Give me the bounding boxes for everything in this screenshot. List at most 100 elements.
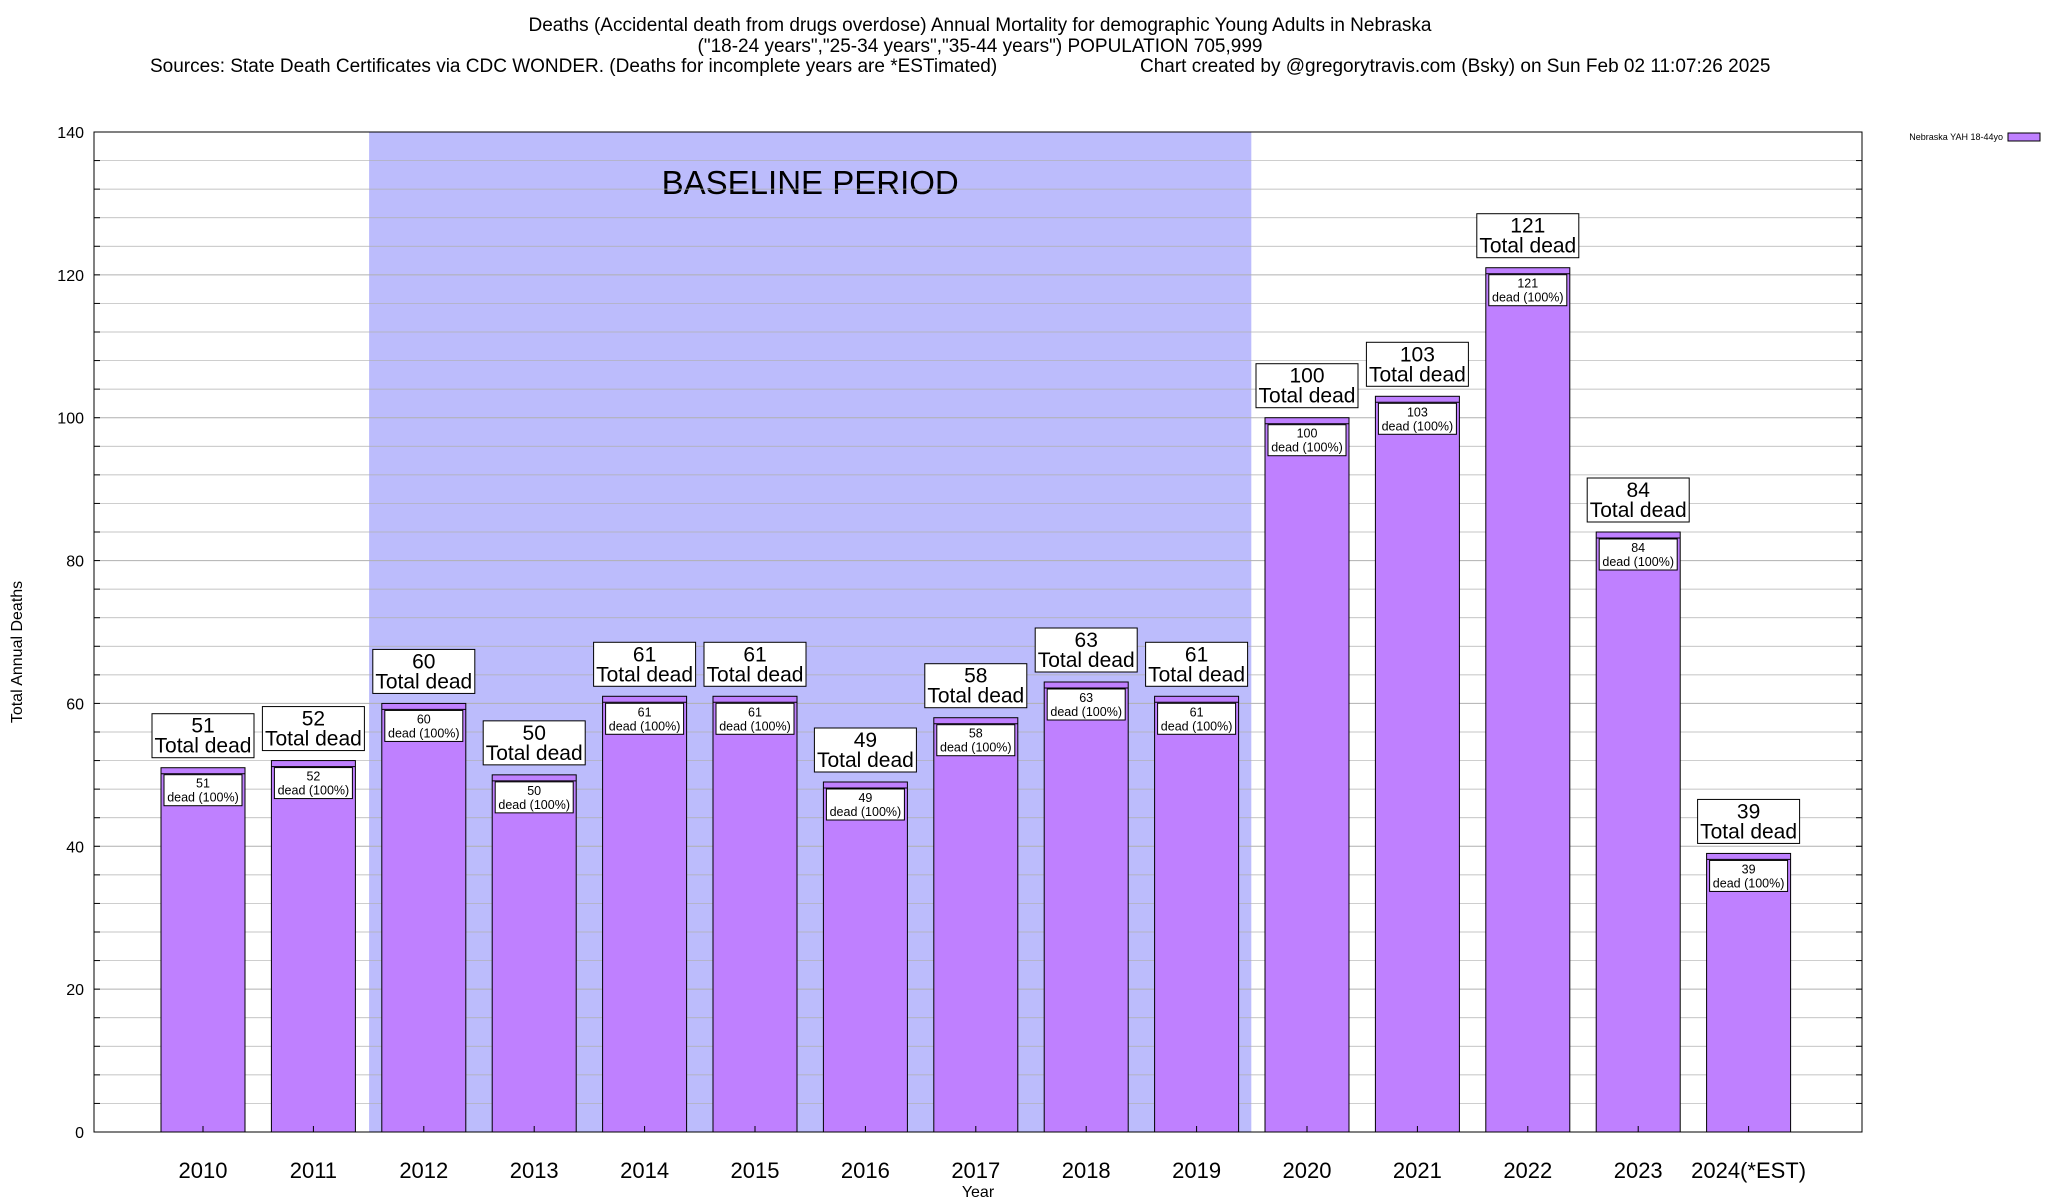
inner-label-box <box>1157 702 1237 735</box>
total-label-value: 61 <box>633 643 656 666</box>
total-label-box <box>593 641 697 687</box>
y-tick-label: 140 <box>57 125 84 142</box>
total-label-box <box>151 713 255 759</box>
total-label-box <box>1255 363 1359 409</box>
inner-label-text: dead (100%) <box>830 805 902 819</box>
inner-label-box <box>163 774 243 807</box>
bar-2011 <box>270 760 356 1133</box>
total-label-box <box>924 663 1028 709</box>
total-label-box <box>813 727 917 773</box>
total-label-value: 60 <box>412 650 435 673</box>
inner-label-value: 100 <box>1297 427 1318 441</box>
inner-label-value: 63 <box>1079 691 1093 705</box>
total-label-text: Total dead <box>1038 649 1135 672</box>
inner-label-text: dead (100%) <box>1271 441 1343 455</box>
y-tick-label: 0 <box>75 1125 84 1142</box>
total-label-box <box>1365 341 1469 387</box>
inner-label-box <box>384 709 464 742</box>
inner-label-box <box>273 767 353 800</box>
inner-label-box <box>1598 538 1678 571</box>
total-label-value: 51 <box>191 715 214 738</box>
total-label-text: Total dead <box>1590 499 1687 522</box>
x-tick-label: 2019 <box>1172 1158 1221 1183</box>
inner-label-text: dead (100%) <box>1382 419 1454 433</box>
inner-label-box <box>936 724 1016 757</box>
y-tick-label: 60 <box>66 696 84 713</box>
bar-2014 <box>602 695 688 1133</box>
bar-2012 <box>381 702 467 1133</box>
total-label-value: 52 <box>302 708 325 731</box>
chart-title: Deaths (Accidental death from drugs over… <box>150 15 1770 77</box>
inner-label-value: 60 <box>417 712 431 726</box>
total-label-text: Total dead <box>927 685 1024 708</box>
x-tick-label: 2022 <box>1503 1158 1552 1183</box>
x-tick-label: 2016 <box>841 1158 890 1183</box>
inner-label-value: 58 <box>969 727 983 741</box>
total-label-value: 100 <box>1289 365 1324 388</box>
x-tick-label: 2021 <box>1393 1158 1442 1183</box>
inner-label-value: 51 <box>196 777 210 791</box>
title-line-2: ("18-24 years","25-34 years","35-44 year… <box>698 36 1263 57</box>
total-label-value: 61 <box>1185 643 1208 666</box>
inner-label-text: dead (100%) <box>167 791 239 805</box>
bar-2010 <box>160 767 246 1133</box>
x-tick-label: 2024(*EST) <box>1691 1158 1806 1183</box>
total-label-text: Total dead <box>707 663 804 686</box>
total-label-text: Total dead <box>486 742 583 765</box>
inner-label-box <box>715 702 795 735</box>
inner-label-value: 61 <box>638 705 652 719</box>
y-tick-label: 40 <box>66 839 84 856</box>
bar-2022 <box>1485 267 1571 1133</box>
x-tick-label: 2011 <box>290 1158 337 1183</box>
total-label-value: 61 <box>743 643 766 666</box>
x-tick-label: 2015 <box>731 1158 780 1183</box>
total-label-text: Total dead <box>1369 363 1466 386</box>
bar-2018 <box>1043 681 1129 1133</box>
inner-label-box <box>1377 402 1457 435</box>
total-label-box <box>703 641 807 687</box>
inner-label-box <box>1267 424 1347 457</box>
inner-label-text: dead (100%) <box>609 719 681 733</box>
inner-label-text: dead (100%) <box>1713 876 1785 890</box>
bar-2013 <box>491 774 577 1133</box>
total-label-box <box>372 648 476 694</box>
x-tick-label: 2010 <box>179 1158 228 1183</box>
inner-label-text: dead (100%) <box>719 719 791 733</box>
inner-label-box <box>605 702 685 735</box>
total-label-value: 103 <box>1400 343 1435 366</box>
total-label-value: 50 <box>523 722 546 745</box>
total-label-box <box>1586 477 1690 523</box>
bar-2015 <box>712 695 798 1133</box>
inner-label-text: dead (100%) <box>940 741 1012 755</box>
inner-label-value: 50 <box>527 784 541 798</box>
total-label-text: Total dead <box>1700 820 1797 843</box>
inner-label-text: dead (100%) <box>1492 291 1564 305</box>
total-label-text: Total dead <box>265 728 362 751</box>
total-label-box <box>1697 798 1801 844</box>
bar-2020 <box>1264 417 1350 1133</box>
y-tick-label: 120 <box>57 268 84 285</box>
total-label-text: Total dead <box>1479 235 1576 258</box>
x-tick-label: 2014 <box>620 1158 669 1183</box>
inner-label-value: 103 <box>1407 405 1428 419</box>
total-label-text: Total dead <box>155 735 252 758</box>
inner-label-value: 61 <box>1190 705 1204 719</box>
x-tick-label: 2012 <box>399 1158 448 1183</box>
inner-label-box <box>1488 274 1568 307</box>
inner-label-value: 61 <box>748 705 762 719</box>
total-label-box <box>482 720 586 766</box>
inner-label-text: dead (100%) <box>498 798 570 812</box>
title-credit: Chart created by @gregorytravis.com (Bsk… <box>1140 56 1770 77</box>
bar-2024(*EST) <box>1706 852 1792 1133</box>
bar-2016 <box>822 781 908 1133</box>
bar-2023 <box>1595 531 1681 1133</box>
total-label-text: Total dead <box>1259 385 1356 408</box>
x-tick-label: 2018 <box>1062 1158 1111 1183</box>
x-tick-label: 2017 <box>951 1158 1000 1183</box>
bar-2021 <box>1374 395 1460 1133</box>
legend-swatch <box>2007 132 2041 142</box>
legend-entry-label: Nebraska YAH 18-44yo <box>1909 132 2003 142</box>
total-label-value: 84 <box>1627 479 1651 502</box>
inner-label-text: dead (100%) <box>278 784 350 798</box>
